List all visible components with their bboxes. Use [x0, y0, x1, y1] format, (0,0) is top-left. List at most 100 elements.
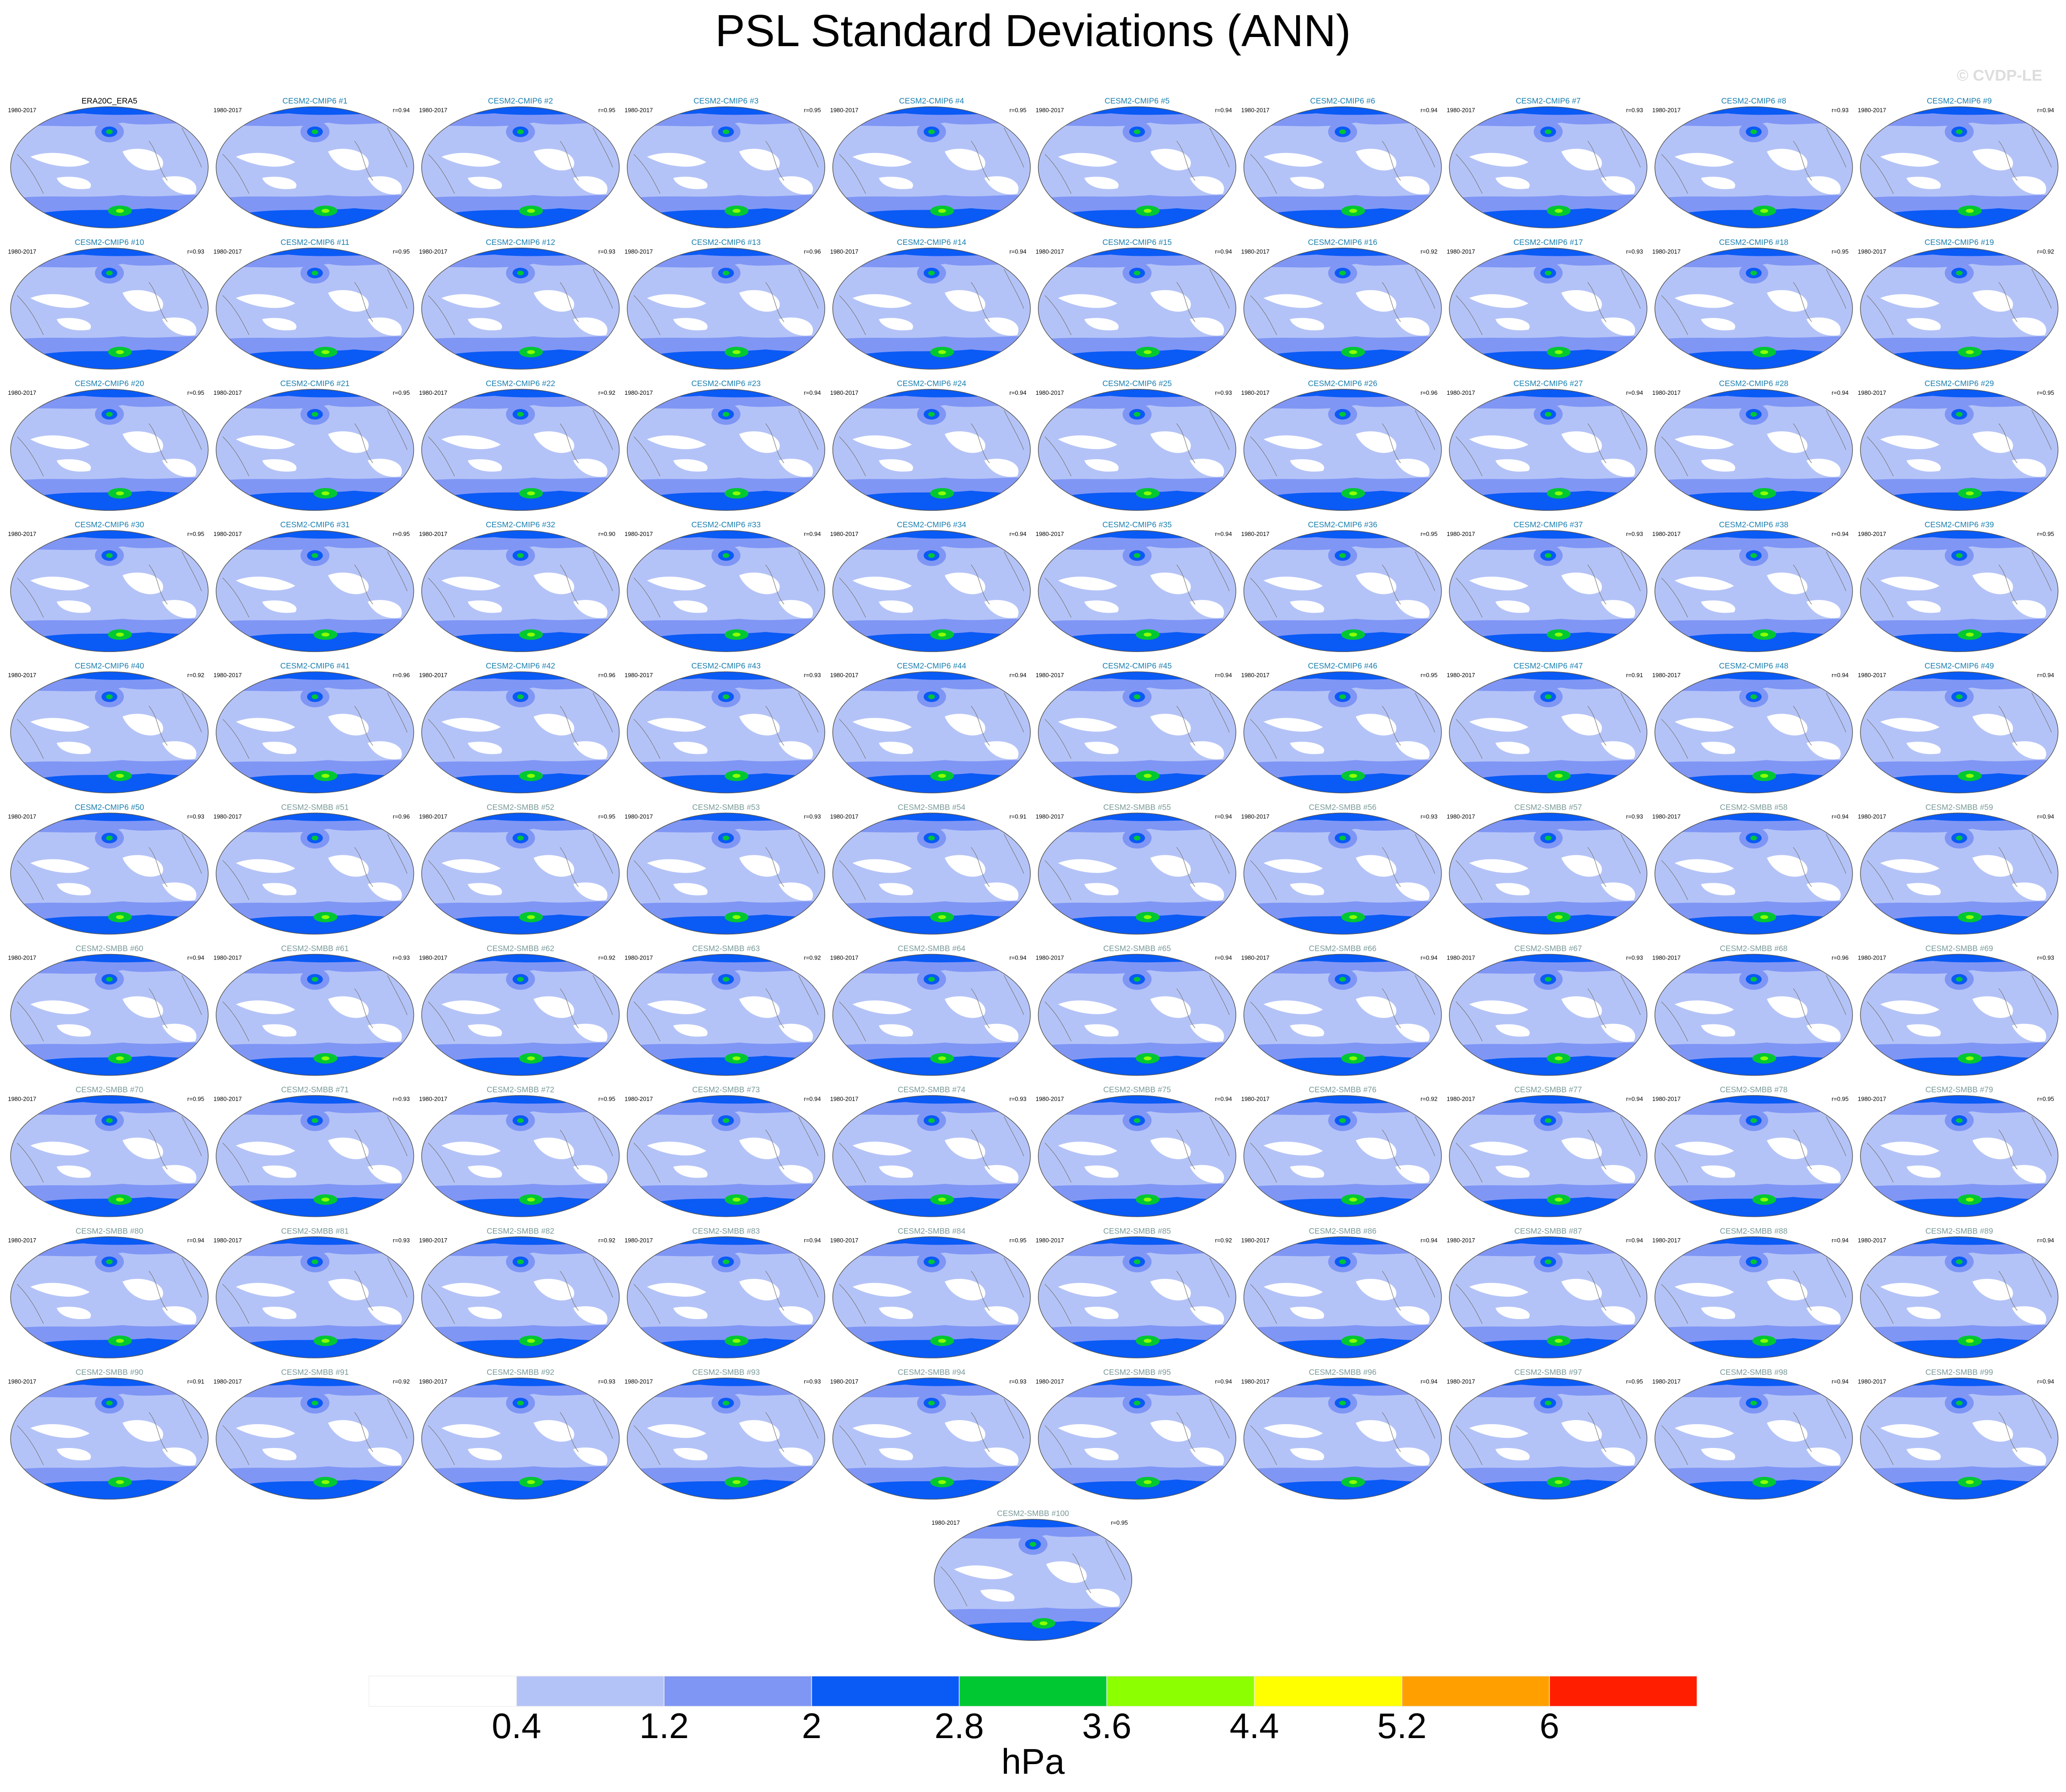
panel-correlation: r=0.96 [1832, 954, 1849, 961]
map [1859, 247, 2059, 371]
panel-correlation: r=0.94 [1215, 248, 1232, 255]
panel-label: CESM2-SMBB #83 [692, 1226, 760, 1235]
map [1653, 529, 1854, 653]
panel: CESM2-CMIP6 #11 1980-2017 r=0.95 [213, 238, 415, 371]
panel: CESM2-CMIP6 #43 1980-2017 r=0.93 [625, 661, 826, 794]
panel-label: CESM2-CMIP6 #16 [1308, 238, 1377, 247]
panel-period: 1980-2017 [8, 954, 36, 961]
map [420, 247, 620, 371]
panel-period: 1980-2017 [1241, 672, 1270, 679]
panel-correlation: r=0.95 [187, 530, 204, 537]
map [1448, 811, 1648, 935]
map [832, 1377, 1032, 1500]
panel-period: 1980-2017 [830, 1378, 858, 1385]
panel-correlation: r=0.93 [1832, 107, 1849, 114]
panel-period: 1980-2017 [1652, 1096, 1680, 1103]
panel-period: 1980-2017 [1241, 107, 1270, 114]
map [1859, 670, 2059, 794]
panel-period: 1980-2017 [8, 530, 36, 537]
panel: CESM2-SMBB #78 1980-2017 r=0.95 [1652, 1085, 1854, 1218]
panel-period: 1980-2017 [1858, 107, 1886, 114]
panel: CESM2-CMIP6 #32 1980-2017 r=0.90 [419, 520, 620, 653]
panel-period: 1980-2017 [1447, 1237, 1475, 1244]
panel-period: 1980-2017 [419, 1237, 447, 1244]
panel-label: CESM2-SMBB #59 [1925, 802, 1993, 811]
map [9, 106, 209, 229]
panel-label: CESM2-CMIP6 #44 [897, 661, 966, 670]
panel-period: 1980-2017 [1036, 1378, 1064, 1385]
panel-period: 1980-2017 [213, 389, 242, 396]
panel: CESM2-SMBB #55 1980-2017 r=0.94 [1036, 802, 1237, 935]
panel: CESM2-CMIP6 #46 1980-2017 r=0.95 [1241, 661, 1443, 794]
panel-correlation: r=0.94 [1420, 107, 1437, 114]
panel: CESM2-CMIP6 #36 1980-2017 r=0.95 [1241, 520, 1443, 653]
panel-period: 1980-2017 [830, 530, 858, 537]
panel-label: CESM2-SMBB #61 [281, 944, 349, 953]
panel-correlation: r=0.93 [599, 248, 615, 255]
panel: CESM2-SMBB #87 1980-2017 r=0.94 [1447, 1226, 1648, 1359]
panel-label: CESM2-CMIP6 #7 [1515, 96, 1580, 106]
map [9, 1377, 209, 1500]
panel-correlation: r=0.93 [1009, 1378, 1026, 1385]
panel-correlation: r=0.90 [599, 530, 615, 537]
panel-label: CESM2-CMIP6 #31 [280, 520, 350, 529]
map [832, 670, 1032, 794]
panel-period: 1980-2017 [1036, 672, 1064, 679]
panel-label: CESM2-CMIP6 #25 [1102, 379, 1172, 388]
map [832, 106, 1032, 229]
panel: CESM2-SMBB #81 1980-2017 r=0.93 [213, 1226, 415, 1359]
panel: CESM2-SMBB #61 1980-2017 r=0.93 [213, 944, 415, 1076]
panel-period: 1980-2017 [1858, 954, 1886, 961]
colorbar-box [1549, 1675, 1698, 1707]
colorbar-label: 0.4 [492, 1707, 541, 1746]
panel: CESM2-SMBB #65 1980-2017 r=0.94 [1036, 944, 1237, 1076]
panel-label: CESM2-CMIP6 #1 [282, 96, 347, 106]
panel-label: CESM2-SMBB #57 [1515, 802, 1582, 811]
map [1448, 1235, 1648, 1359]
panel: CESM2-CMIP6 #16 1980-2017 r=0.92 [1241, 238, 1443, 371]
map [626, 529, 826, 653]
panel-label: CESM2-SMBB #64 [898, 944, 965, 953]
panel: CESM2-CMIP6 #27 1980-2017 r=0.94 [1447, 379, 1648, 512]
map [1653, 953, 1854, 1077]
panel-period: 1980-2017 [419, 954, 447, 961]
panel-period: 1980-2017 [419, 107, 447, 114]
panel-correlation: r=0.94 [804, 1096, 821, 1103]
panel-correlation: r=0.93 [393, 1237, 410, 1244]
map [626, 1377, 826, 1500]
colorbar-label: 3.6 [1082, 1707, 1131, 1746]
panel-correlation: r=0.93 [804, 672, 821, 679]
panel: CESM2-CMIP6 #29 1980-2017 r=0.95 [1858, 379, 2059, 512]
panel-correlation: r=0.95 [599, 813, 615, 820]
panel-label: CESM2-SMBB #99 [1925, 1368, 1993, 1377]
panel-period: 1980-2017 [8, 107, 36, 114]
panel: CESM2-SMBB #91 1980-2017 r=0.92 [213, 1368, 415, 1500]
panel-period: 1980-2017 [1858, 530, 1886, 537]
panel-correlation: r=0.94 [1215, 954, 1232, 961]
panel-period: 1980-2017 [625, 1096, 653, 1103]
panel-period: 1980-2017 [1241, 248, 1270, 255]
panel: CESM2-CMIP6 #24 1980-2017 r=0.94 [830, 379, 1032, 512]
panel-label: CESM2-SMBB #51 [281, 802, 349, 811]
panel: CESM2-CMIP6 #41 1980-2017 r=0.96 [213, 661, 415, 794]
panel: CESM2-SMBB #69 1980-2017 r=0.93 [1858, 944, 2059, 1076]
map [1243, 811, 1443, 935]
map [9, 247, 209, 371]
panel-label: CESM2-SMBB #67 [1515, 944, 1582, 953]
panel-label: CESM2-CMIP6 #28 [1719, 379, 1789, 388]
panel-label: CESM2-SMBB #86 [1309, 1226, 1377, 1235]
panel-period: 1980-2017 [1036, 813, 1064, 820]
panel: CESM2-CMIP6 #13 1980-2017 r=0.96 [625, 238, 826, 371]
panel-label: CESM2-SMBB #58 [1720, 802, 1787, 811]
panel-period: 1980-2017 [830, 813, 858, 820]
panel: CESM2-SMBB #67 1980-2017 r=0.93 [1447, 944, 1648, 1076]
map [626, 670, 826, 794]
panel: CESM2-CMIP6 #19 1980-2017 r=0.92 [1858, 238, 2059, 371]
panel-correlation: r=0.92 [599, 1237, 615, 1244]
panel-label: CESM2-CMIP6 #34 [897, 520, 966, 529]
panel-label: CESM2-SMBB #56 [1309, 802, 1377, 811]
panel-period: 1980-2017 [8, 1237, 36, 1244]
panel-correlation: r=0.94 [393, 107, 410, 114]
panel-correlation: r=0.91 [1009, 813, 1026, 820]
